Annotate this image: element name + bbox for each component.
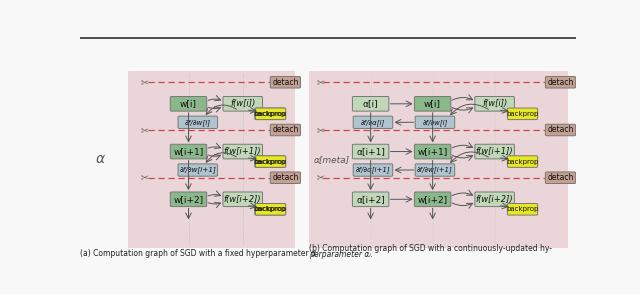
Text: w[i+2]: w[i+2] [417,195,448,204]
FancyBboxPatch shape [508,108,538,120]
Text: f(w[i]): f(w[i]) [482,99,508,108]
Text: (b) Computation graph of SGD with a continuously-updated hy-: (b) Computation graph of SGD with a cont… [308,244,552,253]
Text: backprop: backprop [253,111,286,117]
Text: ∂f/∂α[i+1]: ∂f/∂α[i+1] [356,167,390,173]
FancyBboxPatch shape [475,144,515,159]
FancyBboxPatch shape [353,116,393,128]
FancyBboxPatch shape [255,156,285,167]
Text: detach: detach [272,173,299,182]
Text: ✂: ✂ [316,125,324,135]
FancyBboxPatch shape [508,203,538,215]
Text: detach: detach [547,78,573,87]
Text: backprop: backprop [506,206,539,212]
FancyBboxPatch shape [353,144,389,159]
Text: detach: detach [272,126,299,134]
Text: ✂: ✂ [140,125,148,135]
Text: α[i]: α[i] [363,99,378,108]
FancyBboxPatch shape [415,144,451,159]
FancyBboxPatch shape [353,164,393,176]
Text: backprop: backprop [253,206,286,212]
Text: backprop: backprop [255,158,287,165]
Text: ∂f/∂w[i+1]: ∂f/∂w[i+1] [417,167,453,173]
FancyBboxPatch shape [270,172,301,183]
FancyBboxPatch shape [475,192,515,207]
FancyBboxPatch shape [415,96,451,111]
Text: α[i+1]: α[i+1] [356,147,385,156]
FancyBboxPatch shape [170,192,207,207]
Text: α[i+2]: α[i+2] [356,195,385,204]
FancyBboxPatch shape [255,203,285,215]
Text: ✂: ✂ [316,173,324,183]
FancyBboxPatch shape [255,108,285,120]
FancyBboxPatch shape [270,124,301,136]
Text: backprop: backprop [253,158,286,165]
FancyBboxPatch shape [415,192,451,207]
FancyBboxPatch shape [270,76,301,88]
FancyBboxPatch shape [353,96,389,111]
FancyBboxPatch shape [308,71,568,248]
FancyBboxPatch shape [178,164,218,176]
Text: f(w[i+2]): f(w[i+2]) [476,195,513,204]
Text: ∂f/∂α[i]: ∂f/∂α[i] [361,119,385,126]
FancyBboxPatch shape [170,144,207,159]
Text: ✂: ✂ [316,77,324,87]
FancyBboxPatch shape [223,96,262,111]
FancyBboxPatch shape [545,124,575,136]
Text: α: α [95,152,105,166]
FancyBboxPatch shape [545,172,575,183]
Text: ✂: ✂ [140,77,148,87]
Text: α[meta]: α[meta] [314,155,350,164]
FancyBboxPatch shape [255,203,286,215]
Text: w[i+1]: w[i+1] [173,147,204,156]
FancyBboxPatch shape [415,116,454,128]
Text: f(w[i+1]): f(w[i+1]) [224,147,262,156]
Text: f(w[i]): f(w[i]) [230,99,255,108]
FancyBboxPatch shape [508,156,538,167]
Text: ∂f/∂w[i]: ∂f/∂w[i] [422,119,447,126]
Text: f(w[i+1]): f(w[i+1]) [476,147,513,156]
FancyBboxPatch shape [128,71,296,248]
Text: ∂f/∂w[i+1]: ∂f/∂w[i+1] [179,167,216,173]
Text: backprop: backprop [506,158,539,165]
Text: w[i+2]: w[i+2] [173,195,204,204]
Text: backprop: backprop [255,111,287,117]
FancyBboxPatch shape [223,144,262,159]
FancyBboxPatch shape [223,192,262,207]
Text: perparameter αᵢ.: perparameter αᵢ. [308,250,372,259]
Text: w[i+1]: w[i+1] [417,147,448,156]
FancyBboxPatch shape [545,76,575,88]
Text: detach: detach [547,126,573,134]
Text: backprop: backprop [255,206,287,212]
Text: backprop: backprop [506,111,539,117]
FancyBboxPatch shape [255,156,286,167]
Text: detach: detach [547,173,573,182]
FancyBboxPatch shape [178,116,218,128]
FancyBboxPatch shape [353,192,389,207]
Text: w[i]: w[i] [424,99,441,108]
Text: w[i]: w[i] [180,99,197,108]
FancyBboxPatch shape [415,164,454,176]
Text: ∂f/∂w[i]: ∂f/∂w[i] [185,119,211,126]
FancyBboxPatch shape [255,108,286,120]
FancyBboxPatch shape [475,96,515,111]
FancyBboxPatch shape [170,96,207,111]
Text: ✂: ✂ [140,173,148,183]
Text: (a) Computation graph of SGD with a fixed hyperparameter α.: (a) Computation graph of SGD with a fixe… [80,249,319,258]
Text: detach: detach [272,78,299,87]
Text: f(w[i+2]): f(w[i+2]) [224,195,262,204]
